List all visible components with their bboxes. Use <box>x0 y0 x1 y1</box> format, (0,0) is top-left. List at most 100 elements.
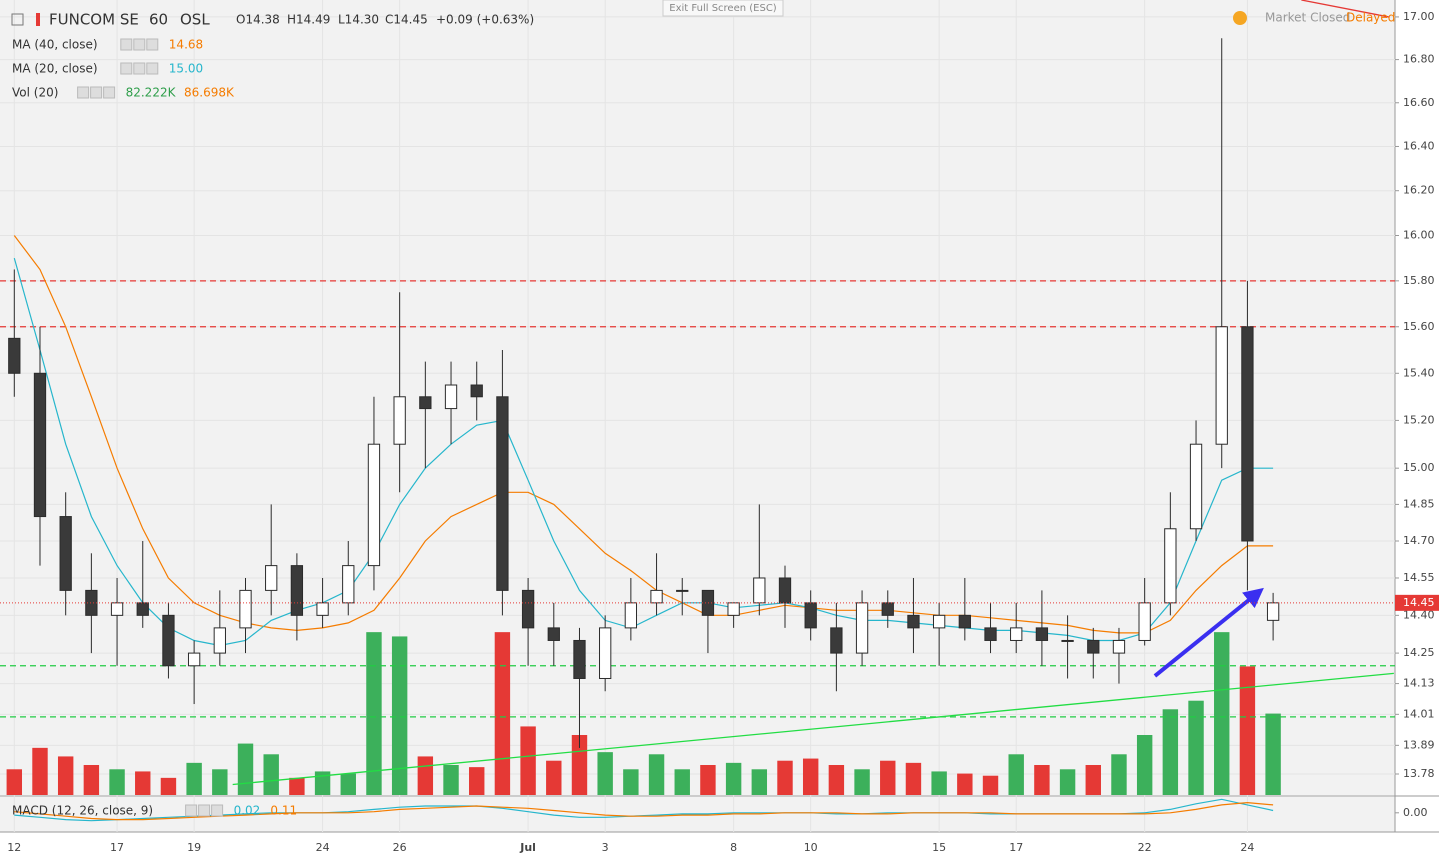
candle-body <box>1035 627 1049 641</box>
x-tick-label: 24 <box>1240 841 1254 854</box>
volume-bar <box>109 769 125 795</box>
trendline <box>1301 0 1389 18</box>
indicator-button[interactable] <box>120 38 133 51</box>
y-tick-label: 15.40 <box>1403 366 1435 379</box>
macd-tick-label: 0.00 <box>1403 806 1428 819</box>
y-tick-label: 14.55 <box>1403 571 1435 584</box>
candle-body <box>907 614 920 629</box>
volume-bar <box>160 777 177 795</box>
interval[interactable]: 60 <box>149 11 168 29</box>
volume-bar <box>57 756 74 795</box>
candle-body <box>33 372 47 518</box>
x-tick-label: 12 <box>7 841 21 854</box>
trendline <box>232 672 1394 786</box>
y-tick-label: 14.40 <box>1403 608 1435 621</box>
volume-bar <box>1059 769 1076 795</box>
exchange[interactable]: OSL <box>180 11 210 29</box>
candle-body <box>1164 528 1177 604</box>
volume-bar <box>1265 713 1281 795</box>
candle-body <box>1087 639 1100 654</box>
volume-bar <box>32 747 48 795</box>
y-tick-label: 16.80 <box>1403 53 1435 66</box>
y-tick-label: 14.13 <box>1403 677 1435 690</box>
indicator-value: 15.00 <box>169 62 203 76</box>
collapse-button[interactable] <box>11 13 24 26</box>
candle-body <box>85 589 98 616</box>
candle-body <box>881 602 894 616</box>
volume-bar <box>1214 632 1230 795</box>
indicator-button[interactable] <box>146 62 159 75</box>
volume-bar <box>340 773 356 795</box>
indicator-button[interactable] <box>103 86 116 99</box>
indicator-button[interactable] <box>185 804 198 817</box>
indicator-value: 86.698K <box>184 86 235 100</box>
candle-body <box>239 589 252 629</box>
volume-bar <box>725 762 742 795</box>
candle-body <box>676 589 689 592</box>
volume-bar <box>1136 735 1153 795</box>
close-label: C14.45 <box>385 13 428 27</box>
indicator-button[interactable] <box>146 38 159 51</box>
candle-body <box>8 337 21 374</box>
indicator-button[interactable] <box>211 804 224 817</box>
volume-bar <box>1111 754 1127 795</box>
exit-fullscreen-button[interactable] <box>662 0 784 17</box>
volume-bar <box>777 760 793 795</box>
candle-body <box>1010 627 1023 641</box>
volume-bar <box>982 775 999 795</box>
volume-bar <box>237 743 254 795</box>
exit-fullscreen-label[interactable]: Exit Full Screen (ESC) <box>669 3 777 14</box>
volume-bar <box>571 735 588 795</box>
x-tick-label: 24 <box>316 841 330 854</box>
y-tick-label: 15.80 <box>1403 274 1435 287</box>
candle-body <box>265 565 278 591</box>
indicator-value: 82.222K <box>126 86 177 100</box>
warning-icon[interactable] <box>1233 11 1247 25</box>
volume-bar <box>186 762 202 795</box>
candle-body <box>316 602 329 616</box>
x-tick-label: 17 <box>110 841 124 854</box>
macd-line <box>14 801 1274 821</box>
volume-bar <box>751 769 768 795</box>
indicator-button[interactable] <box>77 86 90 99</box>
x-tick-label: 17 <box>1009 841 1023 854</box>
candle-body <box>213 627 226 654</box>
volume-bar <box>957 773 973 795</box>
volume-bar <box>366 632 382 795</box>
candle-body <box>932 614 946 629</box>
volume-bar <box>135 771 151 795</box>
x-tick-label: 8 <box>730 841 737 854</box>
symbol[interactable]: FUNCOM SE <box>49 11 139 29</box>
y-tick-label: 13.78 <box>1403 767 1435 780</box>
volume-bar <box>905 762 922 795</box>
candle-body <box>753 577 766 604</box>
candle-body <box>1138 602 1151 641</box>
indicator-value: 0.02 <box>234 804 261 818</box>
candle-body <box>470 384 483 398</box>
volume-bar <box>469 767 485 795</box>
volume-bar <box>289 777 305 795</box>
y-tick-label: 15.00 <box>1403 461 1435 474</box>
y-tick-label: 14.85 <box>1403 497 1435 510</box>
candle-body <box>187 652 201 667</box>
volume-bar <box>1085 765 1101 795</box>
candle-body <box>958 614 971 629</box>
candle-body <box>650 589 663 604</box>
trendline <box>1153 587 1264 678</box>
volume-bar <box>1162 709 1179 795</box>
indicator-button[interactable] <box>90 86 103 99</box>
change-label: +0.09 (+0.63%) <box>436 13 534 27</box>
indicator-button[interactable] <box>133 38 146 51</box>
volume-bar <box>880 760 896 795</box>
candle-body <box>1241 326 1254 542</box>
candle-body <box>778 577 792 604</box>
volume-bar <box>931 771 947 795</box>
indicator-button[interactable] <box>133 62 146 75</box>
indicator-button[interactable] <box>120 62 133 75</box>
volume-bar <box>648 754 665 795</box>
candle-body <box>110 602 124 616</box>
volume-bar <box>83 765 100 795</box>
indicator-button[interactable] <box>198 804 211 817</box>
candle-body <box>496 396 509 591</box>
